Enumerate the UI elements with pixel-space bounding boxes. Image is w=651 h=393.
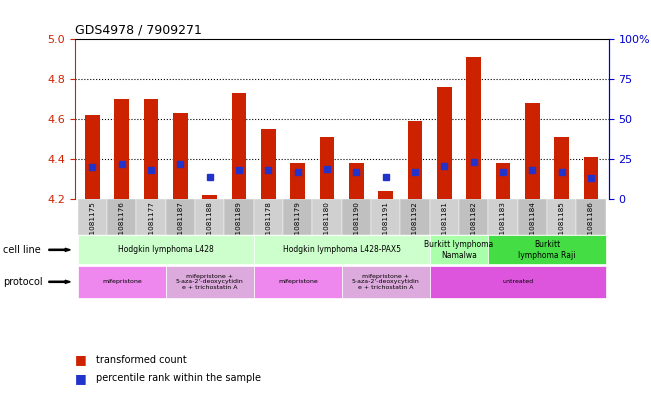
Text: GSM1081182: GSM1081182 <box>471 201 477 250</box>
Text: GSM1081187: GSM1081187 <box>178 201 184 250</box>
Text: GSM1081185: GSM1081185 <box>559 201 565 250</box>
Text: Burkitt lymphoma
Namalwa: Burkitt lymphoma Namalwa <box>424 240 493 259</box>
Bar <box>202 195 217 199</box>
Bar <box>261 129 276 199</box>
Text: protocol: protocol <box>3 277 43 287</box>
Text: GSM1081188: GSM1081188 <box>207 201 213 250</box>
Bar <box>518 199 547 235</box>
Bar <box>342 199 371 235</box>
Text: mifepristone +
5-aza-2'-deoxycytidin
e + trichostatin A: mifepristone + 5-aza-2'-deoxycytidin e +… <box>352 274 420 290</box>
Text: GDS4978 / 7909271: GDS4978 / 7909271 <box>75 24 202 37</box>
Bar <box>78 199 107 235</box>
Bar <box>166 266 254 298</box>
Text: GSM1081190: GSM1081190 <box>353 201 359 250</box>
Bar <box>547 199 576 235</box>
Bar <box>496 163 510 199</box>
Text: cell line: cell line <box>3 245 41 255</box>
Text: mifepristone: mifepristone <box>102 279 142 284</box>
Bar <box>254 199 283 235</box>
Bar <box>430 266 605 298</box>
Bar <box>283 199 312 235</box>
Bar <box>466 57 481 199</box>
Bar <box>576 199 605 235</box>
Text: percentile rank within the sample: percentile rank within the sample <box>96 373 260 383</box>
Text: mifepristone: mifepristone <box>278 279 318 284</box>
Text: GSM1081189: GSM1081189 <box>236 201 242 250</box>
Text: GSM1081181: GSM1081181 <box>441 201 447 250</box>
Text: mifepristone +
5-aza-2'-deoxycytidin
e + trichostatin A: mifepristone + 5-aza-2'-deoxycytidin e +… <box>176 274 243 290</box>
Bar <box>430 235 488 264</box>
Bar <box>342 266 430 298</box>
Text: GSM1081183: GSM1081183 <box>500 201 506 250</box>
Text: GSM1081191: GSM1081191 <box>383 201 389 250</box>
Bar <box>371 199 400 235</box>
Bar <box>137 199 166 235</box>
Text: GSM1081175: GSM1081175 <box>89 201 96 250</box>
Bar <box>195 199 225 235</box>
Bar <box>349 163 364 199</box>
Bar <box>400 199 430 235</box>
Bar <box>320 137 335 199</box>
Bar <box>378 191 393 199</box>
Text: untreated: untreated <box>502 279 533 284</box>
Bar <box>166 199 195 235</box>
Bar <box>254 235 430 264</box>
Bar <box>78 235 254 264</box>
Text: ■: ■ <box>75 353 87 366</box>
Bar <box>173 113 187 199</box>
Text: Hodgkin lymphoma L428: Hodgkin lymphoma L428 <box>118 245 214 254</box>
Text: GSM1081180: GSM1081180 <box>324 201 330 250</box>
Bar <box>312 199 342 235</box>
Text: GSM1081177: GSM1081177 <box>148 201 154 250</box>
Text: GSM1081179: GSM1081179 <box>295 201 301 250</box>
Bar <box>144 99 158 199</box>
Bar <box>107 199 137 235</box>
Text: transformed count: transformed count <box>96 354 186 365</box>
Text: Burkitt
lymphoma Raji: Burkitt lymphoma Raji <box>518 240 576 259</box>
Text: GSM1081184: GSM1081184 <box>529 201 535 250</box>
Bar <box>430 199 459 235</box>
Bar <box>254 266 342 298</box>
Bar <box>115 99 129 199</box>
Bar <box>232 93 247 199</box>
Text: ■: ■ <box>75 371 87 385</box>
Bar <box>555 137 569 199</box>
Bar <box>408 121 422 199</box>
Bar <box>437 87 452 199</box>
Bar <box>525 103 540 199</box>
Bar <box>225 199 254 235</box>
Bar <box>78 266 166 298</box>
Bar <box>290 163 305 199</box>
Text: GSM1081178: GSM1081178 <box>266 201 271 250</box>
Bar <box>459 199 488 235</box>
Text: GSM1081192: GSM1081192 <box>412 201 418 250</box>
Bar <box>85 115 100 199</box>
Text: Hodgkin lymphoma L428-PAX5: Hodgkin lymphoma L428-PAX5 <box>283 245 401 254</box>
Bar <box>488 199 518 235</box>
Bar <box>584 157 598 199</box>
Bar <box>488 235 605 264</box>
Text: GSM1081186: GSM1081186 <box>588 201 594 250</box>
Text: GSM1081176: GSM1081176 <box>118 201 125 250</box>
